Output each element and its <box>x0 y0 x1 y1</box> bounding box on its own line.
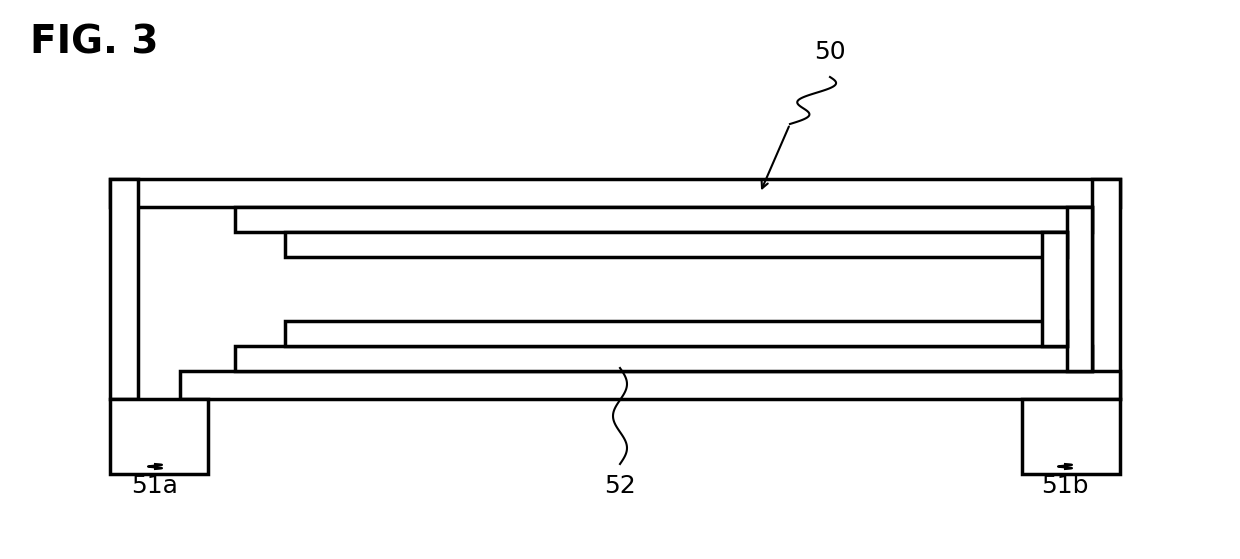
Bar <box>1092 179 1120 399</box>
Bar <box>236 346 1092 371</box>
Bar <box>180 371 1120 399</box>
Bar <box>285 321 1066 346</box>
Bar <box>1042 232 1066 346</box>
Text: 51b: 51b <box>1042 474 1089 498</box>
Text: 52: 52 <box>604 474 636 498</box>
Bar <box>110 179 138 399</box>
Bar <box>285 232 1066 257</box>
Bar <box>236 207 1092 232</box>
Bar <box>110 399 208 474</box>
Text: FIG. 3: FIG. 3 <box>30 24 159 62</box>
Text: 51a: 51a <box>131 474 179 498</box>
Text: 50: 50 <box>815 40 846 64</box>
Bar <box>1022 399 1120 474</box>
Bar <box>1066 207 1092 371</box>
Bar <box>110 179 1120 207</box>
